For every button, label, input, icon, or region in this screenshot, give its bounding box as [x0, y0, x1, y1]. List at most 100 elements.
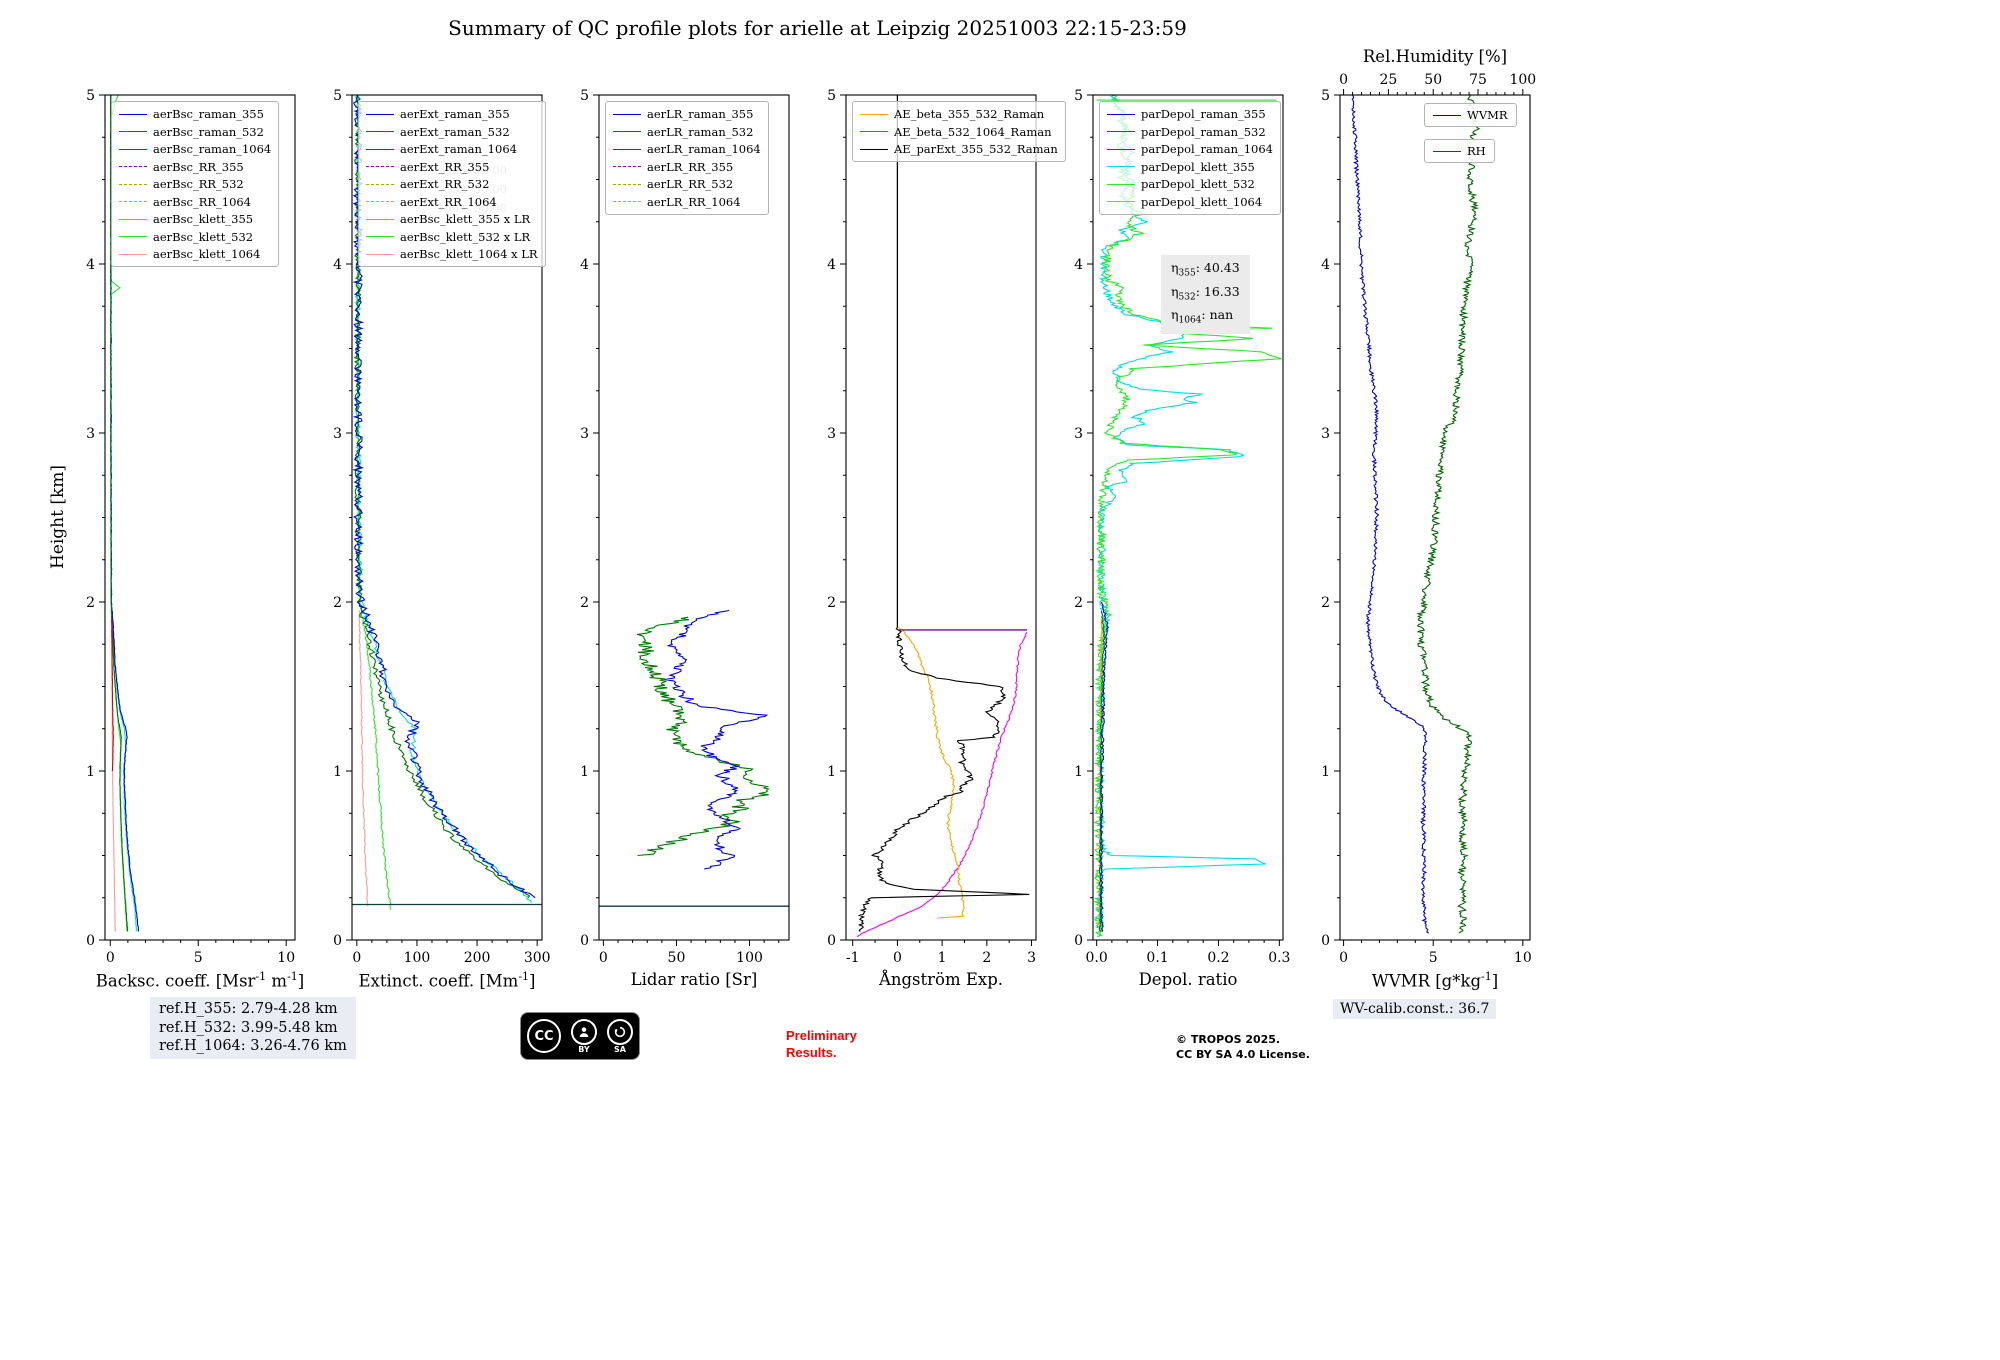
svg-text:5: 5 — [580, 88, 589, 104]
ref-h-532: ref.H_532: 3.99-5.48 km — [159, 1019, 338, 1036]
legend-line-sample-icon — [366, 253, 394, 255]
legend-item: aerExt_raman_532 — [366, 125, 538, 139]
ref-h-1064: ref.H_1064: 3.26-4.76 km — [159, 1038, 347, 1055]
legend-line-sample-icon — [366, 131, 394, 132]
svg-text:5: 5 — [333, 88, 342, 104]
legend-label: aerLR_raman_532 — [647, 124, 754, 139]
svg-text:4: 4 — [580, 257, 589, 273]
svg-text:2: 2 — [982, 950, 991, 966]
series-parDepol_raman_532 — [1098, 610, 1106, 932]
legend-item: RH — [1424, 139, 1495, 163]
legend-line-sample-icon — [1107, 148, 1135, 150]
legend-item: aerBsc_klett_1064 x LR — [366, 247, 538, 261]
legend-item: WVMR — [1424, 103, 1517, 127]
legend-label: AE_parExt_355_532_Raman — [894, 142, 1058, 156]
tropos-line-1: © TROPOS 2025. — [1176, 1033, 1281, 1046]
svg-text:5: 5 — [1321, 88, 1330, 104]
legend-line-sample-icon — [366, 236, 394, 237]
legend-label: parDepol_raman_1064 — [1141, 142, 1273, 156]
legend-lidar_ratio: aerLR_raman_355 aerLR_raman_532 aerLR_rama… — [605, 101, 769, 215]
tropos-copyright: © TROPOS 2025. CC BY SA 4.0 License. — [1176, 1032, 1310, 1063]
svg-text:3: 3 — [333, 426, 342, 442]
svg-text:100: 100 — [736, 950, 763, 966]
series-parDepol_klett_532 — [1093, 95, 1282, 938]
panel-frame — [104, 94, 296, 941]
figure-title: Summary of QC profile plots for arielle … — [448, 16, 1187, 40]
legend-item: aerLR_RR_1064 — [613, 195, 761, 209]
legend-depol: parDepol_raman_355 parDepol_raman_532 parD… — [1099, 101, 1281, 215]
legend-item: aerExt_RR_532 — [366, 177, 538, 191]
cc-icon: CC — [527, 1019, 561, 1053]
x-axis-label-backscatter: Backsc. coeff. [Msr-1 m-1] — [95, 970, 305, 991]
legend-item: aerBsc_klett_1064 — [119, 247, 271, 261]
legend-label: aerExt_RR_355 — [400, 159, 490, 174]
svg-text:10: 10 — [1514, 950, 1532, 966]
legend-label: parDepol_klett_1064 — [1141, 194, 1263, 209]
svg-text:4: 4 — [86, 257, 95, 273]
legend-item: parDepol_raman_1064 — [1107, 142, 1273, 156]
legend-backscatter: aerBsc_raman_355 aerBsc_raman_532 aerBsc_r… — [111, 101, 280, 267]
panel-frame — [598, 94, 790, 941]
legend-label: parDepol_raman_532 — [1141, 124, 1266, 139]
legend-label: AE_beta_355_532_Raman — [894, 107, 1045, 121]
legend-label: RH — [1467, 144, 1486, 158]
legend-label: aerBsc_klett_355 x LR — [400, 212, 531, 226]
svg-text:-1: -1 — [846, 950, 860, 966]
svg-text:2: 2 — [333, 595, 342, 611]
legend-line-sample-icon — [860, 148, 888, 150]
series-aerBsc_raman_532 — [109, 95, 129, 932]
legend-item: aerBsc_klett_532 x LR — [366, 230, 538, 244]
tropos-line-2: CC BY SA 4.0 License. — [1176, 1048, 1310, 1062]
svg-text:0: 0 — [580, 933, 589, 949]
svg-text:1: 1 — [938, 950, 947, 966]
legend-label: aerExt_raman_355 — [400, 107, 510, 121]
legend-label: aerExt_raman_532 — [400, 124, 510, 139]
panel-frame — [1339, 94, 1531, 941]
panel-lidar_ratio: 0 50 100 0 1 2 3 4 5 — [580, 88, 790, 966]
legend-label: aerLR_raman_355 — [647, 107, 754, 121]
legend-label: aerLR_RR_355 — [647, 159, 734, 174]
legend-line-sample-icon — [613, 183, 641, 185]
legend-line-sample-icon — [860, 131, 888, 132]
cc-license-badge: CC BY SA — [520, 1012, 640, 1060]
panel-angstrom: -1 0 1 2 3 0 1 2 3 4 5 — [827, 88, 1037, 966]
svg-text:100: 100 — [404, 950, 431, 966]
legend-item: parDepol_klett_532 — [1107, 177, 1273, 191]
svg-text:0: 0 — [106, 950, 115, 966]
svg-text:50: 50 — [1424, 72, 1442, 88]
series-aerExt_raman_355 — [352, 95, 536, 899]
legend-item: aerBsc_RR_532 — [119, 177, 271, 191]
legend-line-sample-icon — [1433, 114, 1461, 116]
legend-wvmr: WVMR RH — [1424, 103, 1517, 163]
legend-line-sample-icon — [366, 218, 394, 220]
legend-label: aerBsc_raman_355 — [153, 107, 264, 121]
svg-text:4: 4 — [333, 257, 342, 273]
legend-label: aerExt_RR_1064 — [400, 194, 497, 209]
legend-item: aerExt_RR_355 — [366, 160, 538, 174]
legend-label: aerLR_raman_1064 — [647, 142, 761, 156]
svg-text:0: 0 — [352, 950, 361, 966]
svg-text:5: 5 — [1429, 950, 1438, 966]
panel-depol: 0.0 0.1 0.2 0.3 0 1 2 3 4 5 — [1074, 88, 1290, 966]
depol-calibration-annotation: η355: 40.43 η532: 16.33 η1064: nan — [1161, 255, 1250, 334]
legend-line-sample-icon — [366, 183, 394, 185]
legend-line-sample-icon — [119, 201, 147, 202]
svg-text:0.0: 0.0 — [1086, 950, 1108, 966]
series-aerLR_raman_355 — [664, 609, 769, 870]
series-aerBsc_raman_1064 — [111, 618, 114, 772]
legend-item: parDepol_klett_355 — [1107, 160, 1273, 174]
cc-sa-label: SA — [614, 1044, 626, 1054]
panel-frame — [351, 94, 543, 941]
legend-item: aerLR_RR_355 — [613, 160, 761, 174]
svg-text:300: 300 — [524, 950, 551, 966]
legend-item: AE_beta_532_1064_Raman — [860, 125, 1058, 139]
svg-text:0.1: 0.1 — [1146, 950, 1168, 966]
svg-text:1: 1 — [1321, 764, 1330, 780]
legend-line-sample-icon — [119, 253, 147, 255]
x-axis-label-extinction: Extinct. coeff. [Mm-1] — [358, 970, 536, 991]
legend-extinction: aerExt_raman_355 aerExt_raman_532 aerExt_r… — [358, 101, 546, 267]
legend-item: aerBsc_raman_355 — [119, 107, 271, 121]
